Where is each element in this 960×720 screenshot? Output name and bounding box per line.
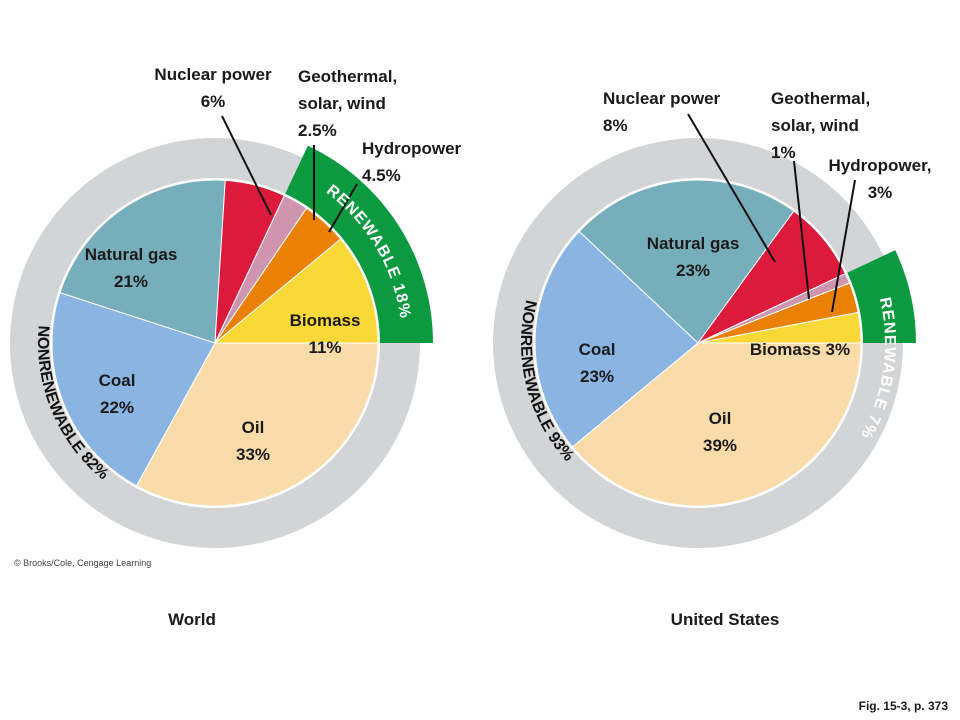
pie-chart-world: Oil 33% Coal 22% Natural gas 21% Nuclear power…	[10, 65, 462, 629]
figure-reference: Fig. 15-3, p. 373	[859, 699, 949, 713]
label-natural-gas: Natural gas 21%	[85, 245, 178, 291]
leader-line-nuclear-power	[221, 115, 272, 216]
leader-line-hydropower	[328, 183, 358, 233]
label-oil: Oil 39%	[703, 409, 737, 455]
label-geothermal-solar-wind: Geothermal, solar, wind 1%	[771, 89, 870, 162]
pie-chart-united-states: Oil 39% Coal 23% Natural gas 23% Nuclear power…	[493, 89, 931, 629]
slice-natural-gas	[59, 179, 226, 344]
label-biomass: Biomass 3%	[750, 340, 850, 359]
label-nuclear-power: Nuclear power 6%	[154, 65, 272, 111]
copyright-note: © Brooks/Cole, Cengage Learning	[14, 558, 151, 568]
leader-line-nuclear-power	[687, 113, 776, 263]
renewable-band	[847, 250, 916, 343]
label-oil: Oil 33%	[236, 418, 270, 464]
label-coal: Coal 23%	[579, 340, 616, 386]
chart-caption: World	[168, 610, 216, 629]
label-hydropower: Hydropower 4.5%	[362, 139, 462, 185]
label-nuclear-power: Nuclear power 8%	[603, 89, 721, 135]
label-biomass: Biomass 11%	[290, 311, 361, 357]
slice-coal	[51, 291, 216, 487]
slice-oil	[571, 342, 862, 507]
slice-natural-gas	[578, 179, 795, 344]
renewable-band	[285, 145, 433, 343]
leader-line-hydropower	[831, 179, 856, 313]
label-coal: Coal 22%	[99, 371, 136, 417]
label-geothermal-solar-wind: Geothermal, solar, wind 2.5%	[298, 67, 397, 140]
label-natural-gas: Natural gas 23%	[647, 234, 740, 280]
chart-caption: United States	[671, 610, 780, 629]
label-hydropower: Hydropower, 3%	[829, 156, 932, 202]
slice-oil	[135, 342, 379, 507]
leader-line-geothermal-solar-wind	[793, 160, 810, 300]
slice-coal	[534, 230, 699, 448]
slice-biomass	[697, 311, 862, 344]
slice-biomass	[213, 238, 379, 344]
